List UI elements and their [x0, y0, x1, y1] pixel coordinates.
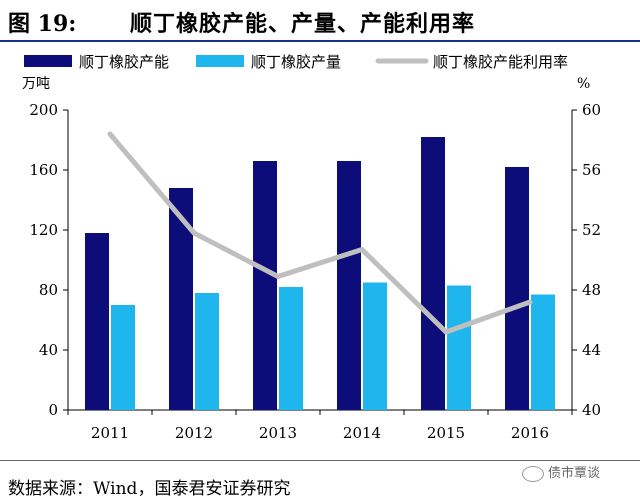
x-tick-label: 2011 [91, 424, 129, 442]
footer-rule [0, 460, 640, 461]
bar-output [531, 294, 555, 410]
y-right-tick-label: 56 [582, 161, 601, 179]
y-right-tick-label: 40 [582, 401, 601, 419]
y-left-tick-label: 120 [29, 221, 58, 239]
bar-capacity [253, 161, 277, 410]
line-utilization [107, 131, 533, 335]
y-left-tick-label: 40 [39, 341, 58, 359]
y-left-tick-label: 80 [39, 281, 58, 299]
bar-output [111, 305, 135, 410]
watermark-text: 债市覃谈 [548, 466, 601, 481]
legend-swatch [24, 55, 72, 67]
bar-capacity [421, 137, 445, 410]
legend-label: 顺丁橡胶产能利用率 [433, 53, 568, 71]
bar-output [447, 285, 471, 410]
bar-capacity [337, 161, 361, 410]
wechat-icon [522, 465, 544, 482]
x-tick-label: 2012 [175, 424, 213, 442]
y-left-tick-label: 0 [48, 401, 58, 419]
x-tick-label: 2014 [343, 424, 381, 442]
bar-output [195, 293, 219, 410]
source-note: 数据来源：Wind，国泰君安证券研究 [8, 479, 291, 499]
header-rule [0, 40, 640, 42]
legend-label: 顺丁橡胶产量 [251, 53, 341, 71]
figure-title: 顺丁橡胶产能、产量、产能利用率 [130, 11, 476, 37]
bar-capacity [505, 167, 529, 410]
y-left-unit: 万吨 [22, 76, 50, 92]
x-tick-label: 2013 [259, 424, 297, 442]
plot-area: 0 40 80 120 160 200 40 44 48 52 56 60 2011 2012 2013 20… [29, 101, 601, 442]
y-left-tick-label: 160 [29, 161, 58, 179]
y-right-unit: % [577, 76, 590, 92]
y-right-tick-label: 52 [582, 221, 601, 239]
figure-label: 图 19: [8, 11, 77, 37]
x-tick-label: 2016 [511, 424, 549, 442]
watermark: 债市覃谈 [522, 462, 600, 482]
legend-output: 顺丁橡胶产量 [196, 53, 341, 71]
legend: 顺丁橡胶产能 顺丁橡胶产量 顺丁橡胶产能利用率 [24, 53, 568, 71]
chart: 顺丁橡胶产能 顺丁橡胶产量 顺丁橡胶产能利用率 万吨 % 0 40 80 120 160 20… [22, 53, 601, 442]
legend-capacity: 顺丁橡胶产能 [24, 53, 169, 71]
y-right-tick-label: 48 [582, 281, 601, 299]
legend-label: 顺丁橡胶产能 [79, 53, 169, 71]
legend-swatch [196, 55, 244, 67]
figure-header: 图 19: 顺丁橡胶产能、产量、产能利用率 [0, 0, 640, 40]
y-right-tick-label: 44 [582, 341, 601, 359]
y-left-tick-label: 200 [29, 101, 58, 119]
legend-utilization: 顺丁橡胶产能利用率 [375, 53, 568, 71]
x-tick-label: 2015 [427, 424, 465, 442]
y-right-tick-label: 60 [582, 101, 601, 119]
bar-output [363, 282, 387, 410]
bar-output [279, 287, 303, 410]
bar-capacity [85, 233, 109, 410]
